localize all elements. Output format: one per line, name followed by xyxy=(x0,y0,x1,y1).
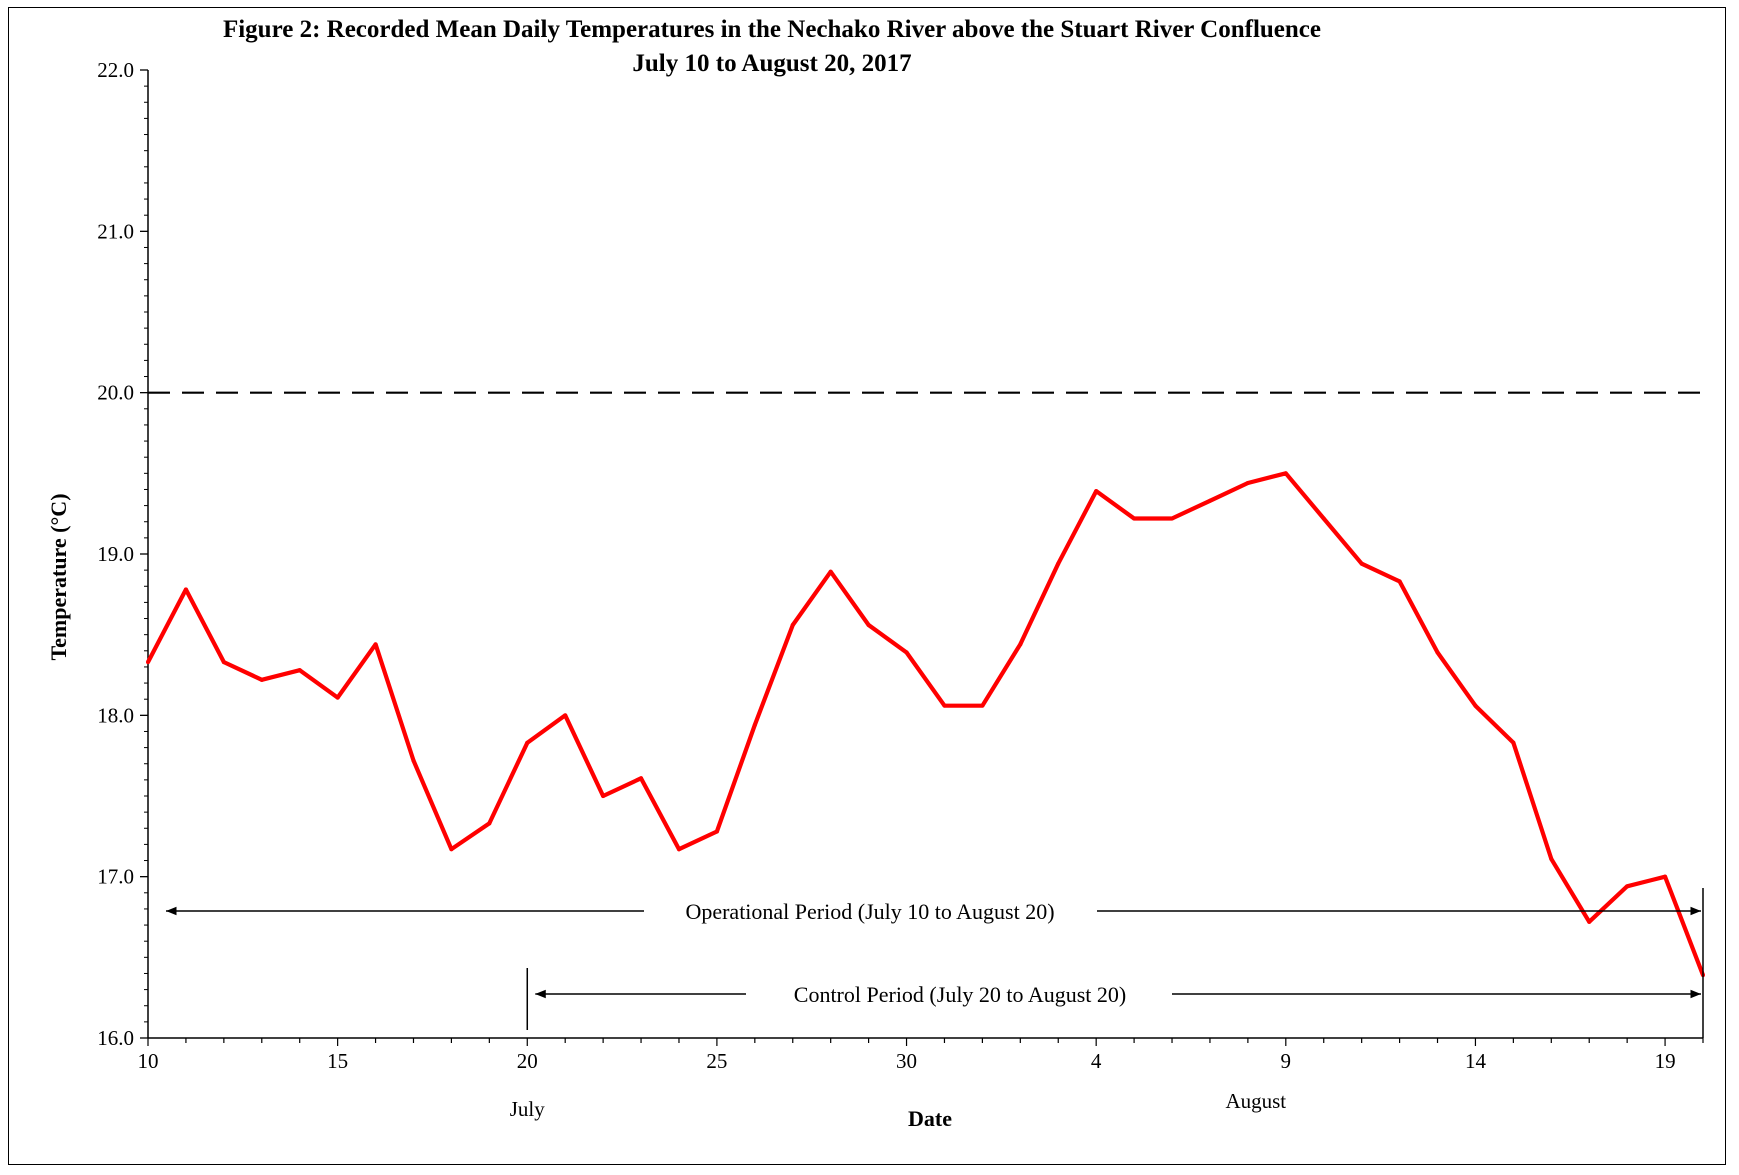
data-point xyxy=(1018,642,1023,647)
data-point xyxy=(980,703,985,708)
temperature-series-line xyxy=(146,471,1705,976)
chart-frame xyxy=(8,7,1726,1165)
data-point xyxy=(183,587,188,592)
data-point xyxy=(1170,516,1175,521)
data-point xyxy=(221,660,226,665)
y-axis: 16.0 17.0 18.0 19.0 20.0 21.0 22.0 xyxy=(97,58,149,1050)
x-tick-label: 4 xyxy=(1091,1049,1102,1073)
y-tick-label: 16.0 xyxy=(97,1026,134,1050)
x-axis-label: Date xyxy=(908,1106,952,1131)
y-tick-label: 19.0 xyxy=(97,542,134,566)
data-point xyxy=(1359,561,1364,566)
data-point xyxy=(1587,919,1592,924)
operational-period-label: Operational Period (July 10 to August 20… xyxy=(685,899,1054,924)
data-point xyxy=(1283,471,1288,476)
x-tick-label: 9 xyxy=(1281,1049,1292,1073)
data-point xyxy=(563,713,568,718)
data-point xyxy=(1056,561,1061,566)
y-tick-label: 22.0 xyxy=(97,58,134,82)
data-point xyxy=(752,723,757,728)
y-axis-label: Temperature (°C) xyxy=(46,493,71,660)
data-point xyxy=(1321,516,1326,521)
chart-subtitle: July 10 to August 20, 2017 xyxy=(632,50,911,77)
x-tick-label: 15 xyxy=(327,1049,348,1073)
data-point xyxy=(1511,740,1516,745)
data-point xyxy=(1625,884,1630,889)
data-point xyxy=(601,794,606,798)
period-annotations: Operational Period (July 10 to August 20… xyxy=(166,888,1704,1038)
x-tick-label: 10 xyxy=(138,1049,159,1073)
data-point xyxy=(790,622,795,627)
data-point xyxy=(449,847,454,852)
y-tick-label: 18.0 xyxy=(97,703,134,727)
x-axis: 10 15 20 25 30 4 9 14 19 July August xyxy=(138,1037,1704,1121)
data-point xyxy=(828,569,833,574)
data-point xyxy=(411,758,416,763)
data-point xyxy=(639,776,644,781)
data-point xyxy=(1245,481,1250,486)
data-point xyxy=(297,668,302,673)
data-point xyxy=(1132,516,1137,521)
data-point xyxy=(942,703,947,708)
month-label-august: August xyxy=(1225,1089,1286,1113)
series xyxy=(146,471,1705,978)
x-tick-label: 30 xyxy=(896,1049,917,1073)
data-point xyxy=(525,740,530,745)
data-point xyxy=(146,660,150,665)
data-point xyxy=(676,847,681,852)
y-tick-label: 21.0 xyxy=(97,219,134,243)
data-point xyxy=(487,821,492,826)
data-point xyxy=(1663,874,1668,879)
chart-title: Figure 2: Recorded Mean Daily Temperatur… xyxy=(223,16,1321,43)
data-point xyxy=(1435,650,1440,655)
data-point xyxy=(1397,579,1402,584)
data-point xyxy=(1549,856,1554,861)
y-tick-label: 20.0 xyxy=(97,381,134,405)
data-point xyxy=(259,677,264,682)
data-point xyxy=(373,642,378,647)
x-tick-label: 19 xyxy=(1655,1049,1676,1073)
x-tick-label: 25 xyxy=(706,1049,727,1073)
month-label-july: July xyxy=(510,1097,546,1121)
data-point xyxy=(866,622,871,627)
data-point xyxy=(1094,489,1099,494)
data-point xyxy=(1473,703,1478,708)
y-tick-label: 17.0 xyxy=(97,865,134,889)
data-point xyxy=(904,650,909,655)
data-point xyxy=(714,829,719,834)
data-point xyxy=(335,695,340,700)
data-point xyxy=(1207,498,1212,503)
control-period-label: Control Period (July 20 to August 20) xyxy=(794,982,1126,1007)
x-tick-label: 20 xyxy=(517,1049,538,1073)
x-tick-label: 14 xyxy=(1465,1049,1487,1073)
